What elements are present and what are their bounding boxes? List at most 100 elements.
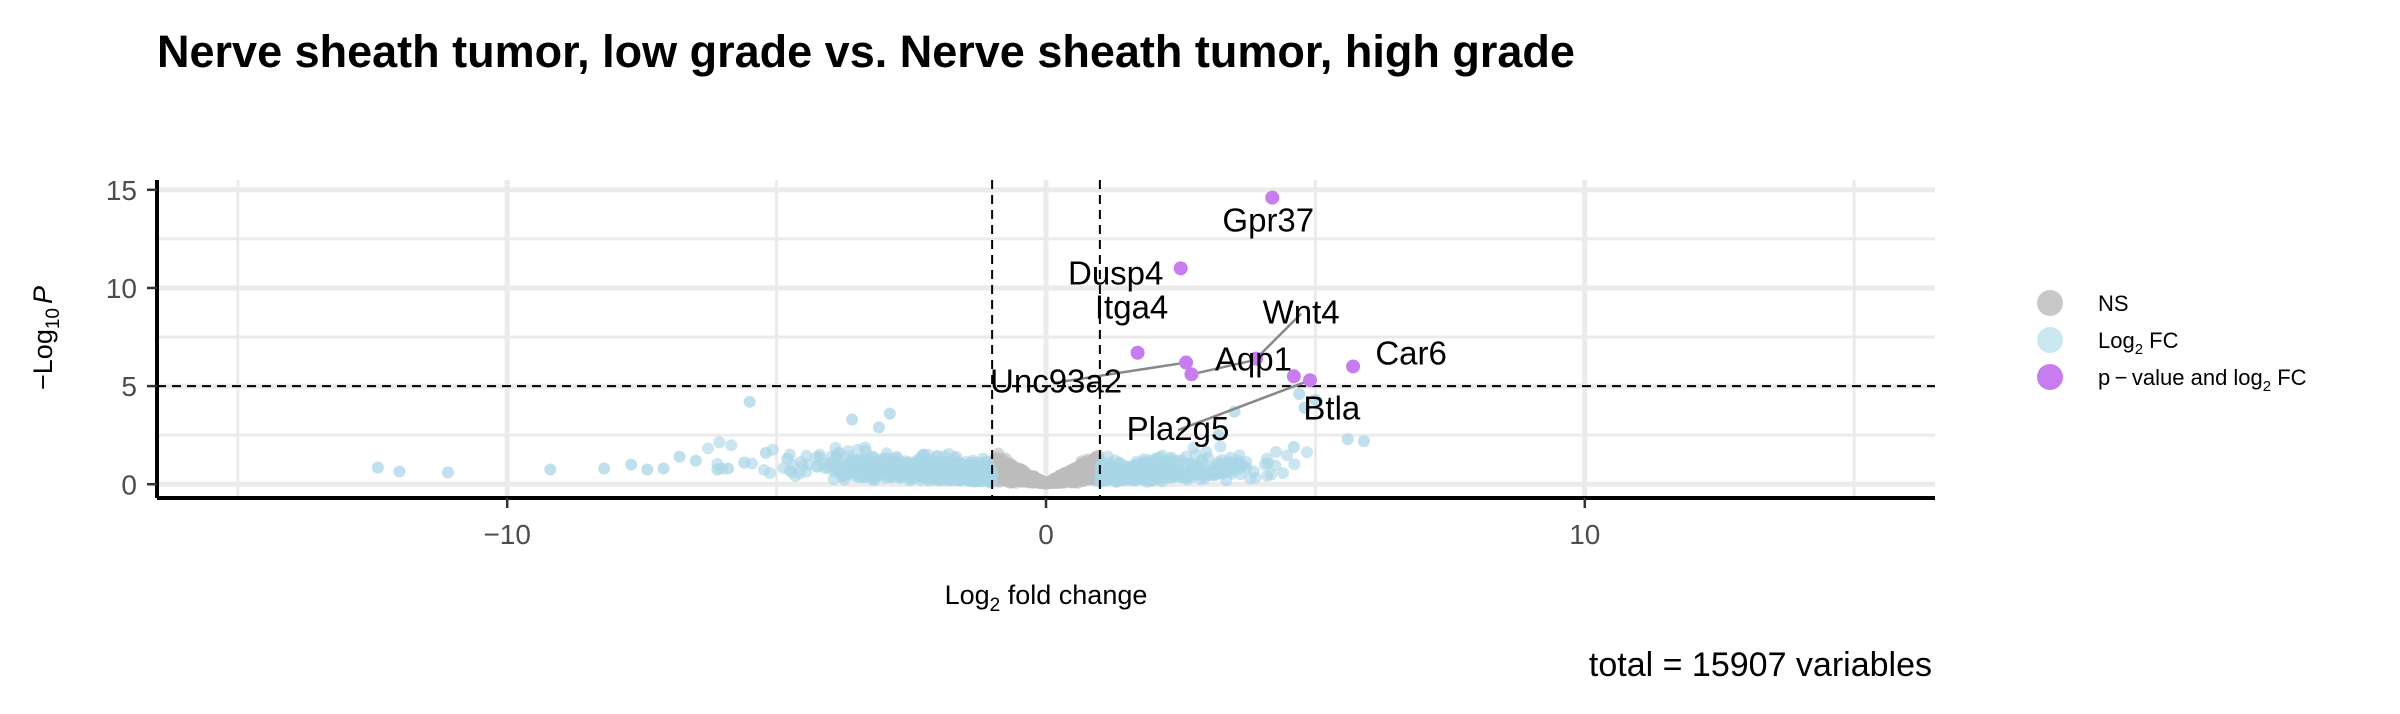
fc-point xyxy=(371,461,384,474)
ns-point xyxy=(1033,476,1046,489)
significant-point-wnt4 xyxy=(1249,351,1264,366)
fc-point xyxy=(1214,440,1227,453)
fc-point xyxy=(1276,467,1289,480)
significant-point-itga4 xyxy=(1130,345,1145,360)
fc-point xyxy=(1185,458,1198,471)
fc-point xyxy=(758,463,771,476)
fc-point xyxy=(1212,456,1225,469)
gene-label-dusp4: Dusp4 xyxy=(1068,254,1163,291)
fc-point xyxy=(800,449,813,462)
fc-point xyxy=(711,463,724,476)
fc-point xyxy=(1189,448,1202,461)
fc-point xyxy=(1293,387,1306,400)
fc-point xyxy=(1244,472,1257,485)
connector-line-unc93a2 xyxy=(1055,361,1187,384)
fc-point xyxy=(1287,440,1300,453)
fc-point xyxy=(867,456,880,469)
gridlines xyxy=(157,180,1935,498)
fc-point xyxy=(759,446,772,459)
fc-point xyxy=(1132,465,1145,478)
fc-point xyxy=(598,462,611,475)
significant-point-car6 xyxy=(1346,359,1361,374)
fc-point xyxy=(1269,459,1282,472)
fc-point xyxy=(725,439,738,452)
y-tick-label: 5 xyxy=(121,371,137,402)
fc-point xyxy=(1164,455,1177,468)
fc-point xyxy=(1203,469,1216,482)
fc-point xyxy=(810,451,823,464)
caption: total = 15907 variables xyxy=(1589,646,1932,684)
fc-point xyxy=(849,456,862,469)
fc-point xyxy=(1220,474,1233,487)
connector-line-aqp1 xyxy=(1191,359,1254,376)
fc-point xyxy=(1212,429,1225,442)
legend-key-ns xyxy=(2037,290,2063,316)
fc-point xyxy=(846,413,859,426)
x-tick-label: 0 xyxy=(1038,519,1054,550)
significant-point-aqp1 xyxy=(1184,367,1199,382)
fc-point xyxy=(689,454,702,467)
fc-point xyxy=(825,457,838,470)
gene-label-itga4: Itga4 xyxy=(1095,289,1168,326)
fc-point xyxy=(743,395,756,408)
chart-title: Nerve sheath tumor, low grade vs. Nerve … xyxy=(157,26,1575,77)
fc-point xyxy=(1270,445,1283,458)
significant-point-dusp4 xyxy=(1173,261,1188,276)
significant-point-gpr37 xyxy=(1265,190,1280,205)
fc-point xyxy=(872,421,885,434)
legend-key-fc xyxy=(2037,327,2063,353)
fc-point xyxy=(955,465,968,478)
fc-point xyxy=(1190,468,1203,481)
cutoff-lines xyxy=(157,180,1935,498)
fc-point xyxy=(1232,454,1245,467)
fc-point xyxy=(855,467,868,480)
fc-point xyxy=(1281,449,1294,462)
fc-point xyxy=(921,448,934,461)
fc-point xyxy=(713,436,726,449)
fc-point xyxy=(1115,470,1128,483)
fc-point xyxy=(1144,472,1157,485)
x-tick-label: 10 xyxy=(1569,519,1600,550)
fc-point xyxy=(701,442,714,455)
y-axis-label: −Log10P xyxy=(28,286,64,390)
fc-point xyxy=(891,465,904,478)
fc-point xyxy=(1298,401,1311,414)
legend-label-ns: NS xyxy=(2098,291,2129,316)
fc-point xyxy=(738,456,751,469)
significant-point-unc93a2 xyxy=(1179,355,1194,370)
x-axis-label: Log2 fold change xyxy=(945,580,1148,616)
y-tick-label: 15 xyxy=(106,175,137,206)
connector-line-wnt4 xyxy=(1255,312,1303,360)
legend-label-p_fc: p − value and log2 FC xyxy=(2098,365,2307,395)
legend-label-fc: Log2 FC xyxy=(2098,328,2179,358)
gene-label-unc93a2: Unc93a2 xyxy=(990,363,1122,400)
fc-point xyxy=(722,462,735,475)
gene-label-car6: Car6 xyxy=(1375,334,1447,371)
fc-point xyxy=(1288,458,1301,471)
fc-point xyxy=(1101,470,1114,483)
fc-point xyxy=(673,450,686,463)
fc-point xyxy=(441,466,454,479)
gene-label-pla2g5: Pla2g5 xyxy=(1127,410,1230,447)
fc-point xyxy=(1309,393,1322,406)
fc-point xyxy=(842,445,855,458)
fc-point xyxy=(1261,469,1274,482)
fc-point xyxy=(913,460,926,473)
gene-label-aqp1: Aqp1 xyxy=(1215,340,1292,377)
fc-point xyxy=(1165,467,1178,480)
fc-point xyxy=(881,464,894,477)
ns-point xyxy=(1013,465,1026,478)
fc-point xyxy=(657,462,670,475)
fc-point xyxy=(544,463,557,476)
x-axis-ticks: −10 0 10 xyxy=(483,498,1600,550)
fc-point xyxy=(781,452,794,465)
fc-point xyxy=(974,473,987,486)
gene-label-btla: Btla xyxy=(1303,389,1361,426)
fc-point xyxy=(883,407,896,420)
fc-point xyxy=(777,462,790,475)
x-tick-label: −10 xyxy=(483,519,531,550)
fc-point xyxy=(1357,435,1370,448)
fc-point xyxy=(1341,433,1354,446)
